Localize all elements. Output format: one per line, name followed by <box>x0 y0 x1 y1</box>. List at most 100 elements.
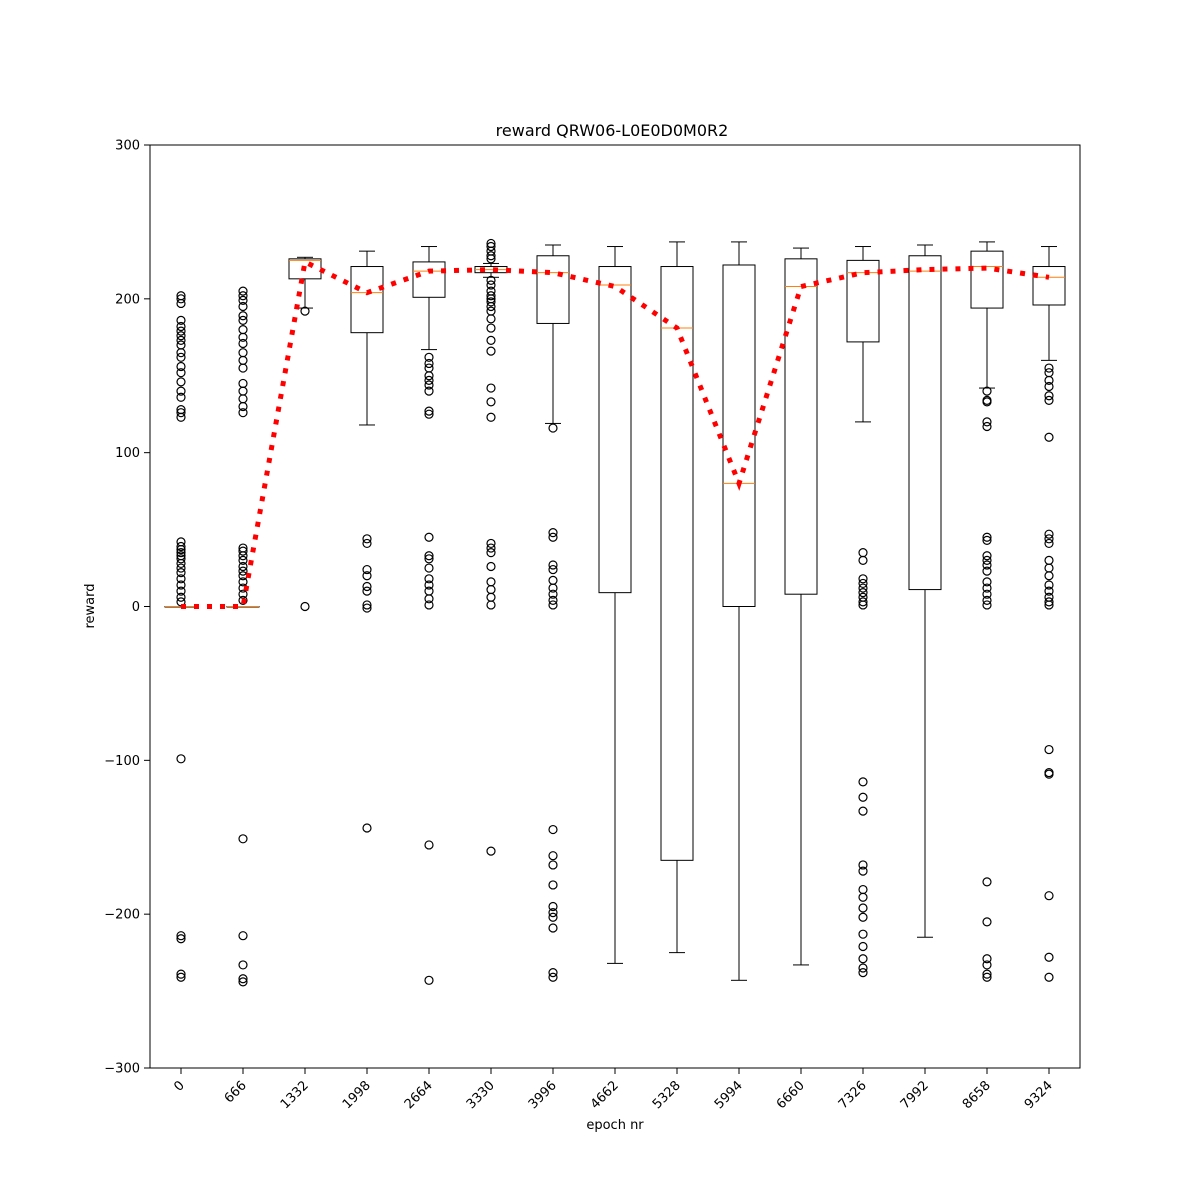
outlier-point <box>238 974 248 984</box>
box-group <box>164 291 198 982</box>
outlier-point <box>486 397 496 407</box>
outlier-point <box>486 548 496 558</box>
outlier-point <box>238 408 248 418</box>
outlier-point <box>548 908 558 918</box>
outlier-point <box>982 560 992 570</box>
box-iqr <box>846 259 880 343</box>
outlier-point <box>858 968 868 978</box>
outlier-point <box>858 929 868 939</box>
outlier-point <box>176 361 186 372</box>
y-tick-label: −200 <box>104 908 140 923</box>
outlier-point <box>486 323 496 333</box>
outlier-point <box>858 583 868 593</box>
outlier-point <box>548 532 558 542</box>
outlier-point <box>548 972 558 982</box>
outlier-point <box>858 792 868 802</box>
box-iqr <box>536 255 570 324</box>
outlier-point <box>982 960 992 970</box>
outlier-point <box>362 571 372 581</box>
y-tick-label: 200 <box>115 292 140 307</box>
mean-trend-line <box>181 258 1050 609</box>
outlier-point <box>176 554 186 564</box>
outlier-point <box>486 846 496 856</box>
outlier-point <box>486 538 496 549</box>
outlier-point <box>1044 952 1054 962</box>
outlier-point <box>486 412 496 422</box>
outlier-point <box>176 298 186 309</box>
box-group <box>226 286 260 987</box>
outlier-point <box>548 880 558 890</box>
outlier-point <box>486 280 496 290</box>
outlier-point <box>1044 580 1054 590</box>
outlier-point <box>176 392 186 402</box>
outlier-point <box>486 275 496 285</box>
outlier-point <box>176 348 186 358</box>
outlier-point <box>238 977 248 987</box>
outlier-point <box>176 321 186 332</box>
box-iqr <box>350 266 384 334</box>
outlier-point <box>1044 395 1054 405</box>
outlier-point <box>548 860 558 870</box>
outlier-point <box>424 371 434 381</box>
outlier-point <box>486 543 496 553</box>
box-group <box>1032 246 1066 982</box>
outlier-point <box>858 903 868 913</box>
outlier-point <box>176 754 186 764</box>
outlier-point <box>238 315 248 325</box>
box-group <box>536 244 570 982</box>
outlier-point <box>982 583 992 593</box>
outlier-point <box>238 595 248 605</box>
outlier-point <box>238 834 248 844</box>
outlier-point <box>982 421 992 432</box>
outlier-point <box>548 901 558 912</box>
outlier-point <box>548 923 558 933</box>
outlier-point <box>176 931 186 941</box>
box-iqr <box>722 264 756 607</box>
outlier-point <box>486 254 496 264</box>
outlier-point <box>424 380 434 390</box>
outlier-point <box>1044 600 1054 610</box>
outlier-point <box>238 286 248 296</box>
box-group <box>722 241 756 981</box>
outlier-point <box>1044 597 1054 607</box>
outlier-point <box>548 851 558 861</box>
outlier-point <box>238 295 248 305</box>
box-group <box>598 246 632 964</box>
outlier-point <box>176 934 186 944</box>
outlier-point <box>238 555 248 565</box>
y-axis: −300 −200 −100 0 100 200 300 <box>104 139 150 1077</box>
outlier-point <box>486 561 496 572</box>
y-tick-label: −300 <box>104 1062 140 1077</box>
outlier-point <box>548 423 558 433</box>
outlier-point <box>1044 571 1054 581</box>
outlier-point <box>300 601 310 612</box>
outlier-point <box>176 586 186 596</box>
outlier-point <box>1044 744 1054 755</box>
outlier-point <box>424 594 434 604</box>
outlier-point <box>486 241 496 252</box>
outlier-point <box>424 563 434 573</box>
box-iqr <box>784 258 818 595</box>
outlier-point <box>858 912 868 922</box>
outlier-point <box>424 352 434 362</box>
outlier-point <box>982 954 992 964</box>
outlier-point <box>982 551 992 561</box>
outlier-point <box>362 534 372 544</box>
outlier-point <box>1044 432 1054 442</box>
outlier-point <box>238 566 248 576</box>
box-iqr <box>908 255 942 591</box>
outlier-point <box>982 532 992 542</box>
outlier-point <box>238 551 248 561</box>
outlier-point <box>1044 363 1054 373</box>
outlier-point <box>362 586 372 596</box>
outlier-point <box>424 409 434 419</box>
outlier-point <box>858 578 868 589</box>
outlier-point <box>424 551 434 561</box>
outlier-point <box>1044 381 1054 392</box>
box-iqr <box>660 266 694 861</box>
outlier-point <box>424 406 434 416</box>
outlier-point <box>238 546 248 556</box>
outlier-point <box>1044 529 1054 539</box>
box-iqr <box>412 261 446 298</box>
outlier-point <box>238 301 248 312</box>
